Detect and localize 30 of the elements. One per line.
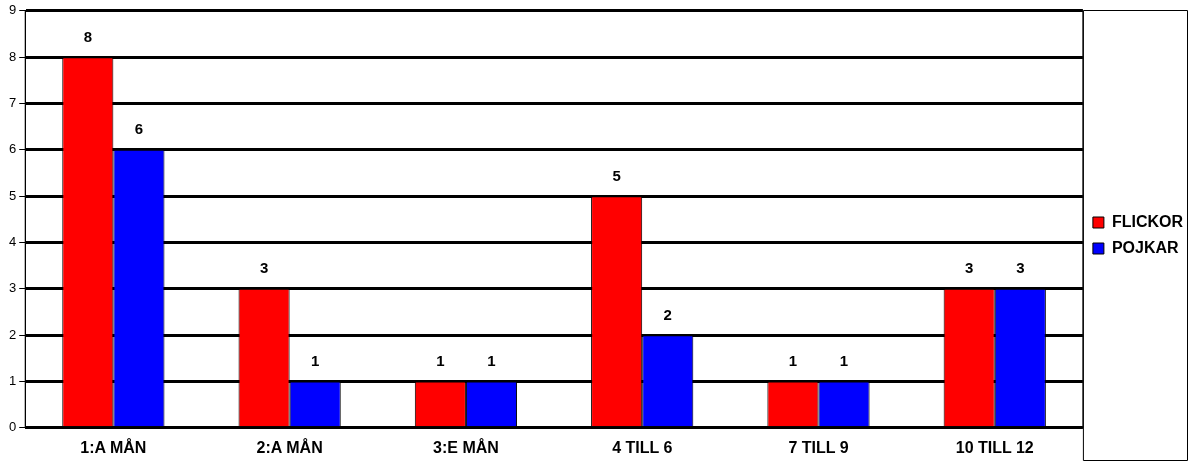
data-label: 5 xyxy=(612,166,621,184)
x-tick-label: 1:A MÅN xyxy=(80,437,147,456)
data-label: 1 xyxy=(788,352,798,370)
y-tick-label: 1 xyxy=(9,373,17,389)
data-label: 3 xyxy=(259,259,269,277)
data-label: 1 xyxy=(487,352,496,370)
y-tick-label: 5 xyxy=(9,187,17,203)
data-label: 1 xyxy=(839,352,849,370)
y-tick-label: 8 xyxy=(9,48,17,64)
y-tick-label: 2 xyxy=(9,326,17,342)
data-label: 1 xyxy=(311,352,320,370)
y-tick-label: 0 xyxy=(9,419,17,435)
y-tick-label: 4 xyxy=(9,234,17,250)
x-tick-label: 3:E MÅN xyxy=(433,437,499,456)
y-tick-label: 9 xyxy=(9,2,17,18)
x-tick-label: 4 TILL 6 xyxy=(612,438,673,456)
data-label: 3 xyxy=(965,259,974,277)
y-tick-label: 3 xyxy=(9,280,17,296)
data-label: 3 xyxy=(1016,259,1025,277)
data-label: 8 xyxy=(83,27,92,45)
legend-label: FLICKOR xyxy=(1111,212,1184,230)
data-label: 1 xyxy=(436,352,445,370)
data-label: 2 xyxy=(663,305,672,323)
legend-label: POJKAR xyxy=(1111,238,1180,256)
data-label: 6 xyxy=(134,120,144,138)
y-tick-label: 7 xyxy=(9,95,17,111)
x-tick-label: 2:A MÅN xyxy=(256,437,323,456)
x-tick-label: 10 TILL 12 xyxy=(955,438,1034,456)
y-tick-label: 6 xyxy=(9,141,17,157)
x-tick-label: 7 TILL 9 xyxy=(788,438,849,456)
